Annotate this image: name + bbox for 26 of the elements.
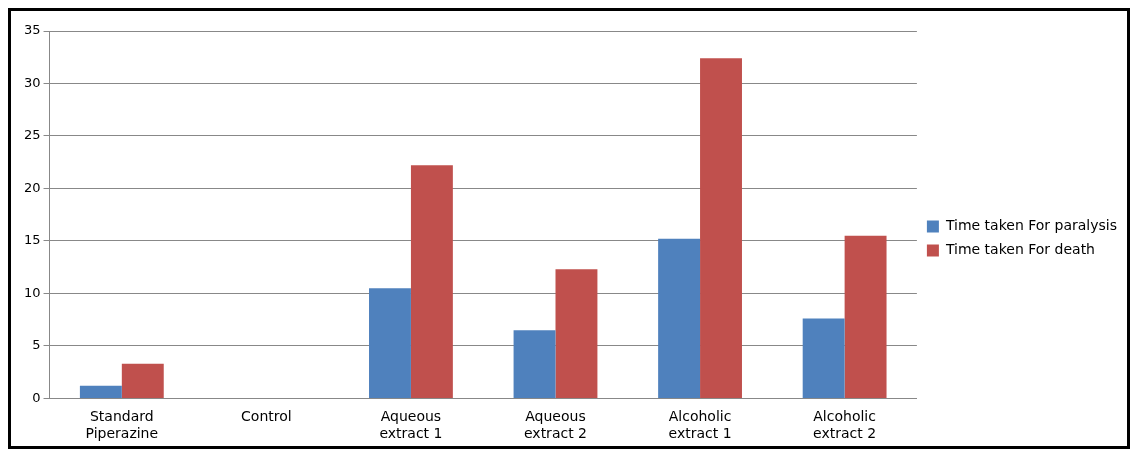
x-tick-label: Alcoholic extract 1 — [668, 408, 732, 442]
x-tick-label: Alcoholic extract 2 — [813, 408, 877, 442]
bar — [700, 58, 742, 398]
x-tick-label: Control — [241, 408, 292, 425]
y-tick-label: 30 — [24, 74, 41, 90]
bar — [410, 165, 453, 398]
y-tick-label: 15 — [24, 232, 41, 248]
y-tick-label: 35 — [24, 22, 41, 38]
bar — [555, 269, 598, 398]
bar — [513, 330, 556, 398]
y-tick-label: 20 — [24, 179, 41, 195]
x-tick-label: Aqueous extract 2 — [523, 408, 588, 442]
x-tick-label: Standard Piperazine — [85, 408, 159, 442]
legend-label: Time taken For death — [944, 241, 1095, 258]
bar — [844, 235, 887, 398]
bar — [802, 318, 845, 398]
y-tick-label: 25 — [24, 127, 41, 143]
bar — [369, 288, 411, 398]
bar — [79, 385, 122, 398]
bar — [658, 238, 701, 398]
y-tick-label: 5 — [32, 337, 41, 353]
y-tick-label: 10 — [24, 284, 41, 300]
x-tick-label: Aqueous extract 1 — [379, 408, 443, 442]
bar — [121, 363, 164, 398]
legend-label: Time taken For paralysis — [944, 217, 1118, 234]
y-tick-label: 0 — [32, 389, 41, 405]
